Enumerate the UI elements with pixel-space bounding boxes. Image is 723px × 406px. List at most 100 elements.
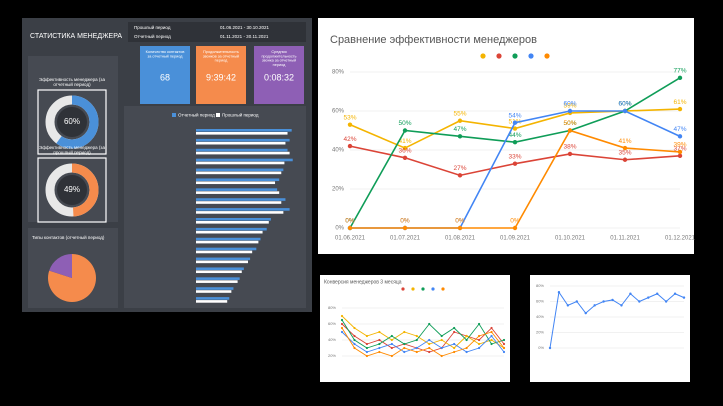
kpi-value: 9:39:42 [206,72,236,82]
legend-dot [431,287,435,291]
point [557,291,561,294]
legend-dot [528,53,534,59]
data-label: 50% [398,120,411,127]
data-label: 36% [398,148,411,155]
small-chart-panel [530,275,690,382]
point [428,322,431,326]
bar [196,218,271,221]
chart-title: Конверсия менеджеров 3 месяца [324,279,402,285]
point [457,225,463,231]
data-label: 60% [618,101,631,108]
legend-dot [421,287,425,291]
data-label: 60% [618,101,631,108]
point [440,346,443,350]
y-tick-label: 0% [538,345,544,350]
y-tick-label: 0% [335,226,344,232]
point [677,75,683,81]
point [477,346,481,350]
point [677,106,683,112]
point [365,334,369,338]
point [512,140,518,145]
y-tick-label: 80% [332,70,345,76]
y-tick-label: 20% [332,187,345,193]
point [340,322,344,326]
point [465,334,468,338]
pie-slice [49,254,72,278]
point [453,326,456,330]
bar [196,247,257,251]
point [365,354,369,358]
bar [196,221,269,224]
point [490,326,493,330]
data-label: 55% [453,110,466,117]
donut-frame [37,89,107,155]
point [465,346,468,350]
kpi-label: Продолжительность звонков за отчетный пери… [203,50,239,63]
point [378,346,381,350]
kpi-label: Средняя продолжительность звонка за отчетн… [261,50,296,67]
bar [196,300,228,303]
point [622,145,628,151]
line [549,290,685,349]
x-tick-label: 01.11.2021 [610,236,640,242]
point [390,342,393,346]
legend-dot [401,287,405,291]
point [567,128,573,133]
bar [196,211,284,214]
point [593,304,596,307]
bar [196,171,282,175]
point [677,134,683,139]
point [453,342,456,346]
point [677,149,683,155]
bar [196,237,261,241]
point [567,108,573,114]
point [378,342,381,346]
legend-dot [496,53,502,59]
point [402,128,408,133]
bar [196,138,290,142]
point [490,342,493,346]
data-label: 60% [563,101,576,108]
bar [196,168,284,172]
period-dates: 01.11.2021 - 30.11.2021 [220,34,269,39]
bar [196,240,259,244]
data-label: 0% [345,218,355,225]
point [378,338,381,342]
point [365,342,369,346]
point [415,338,418,342]
point [490,338,493,342]
line [341,319,505,349]
data-label: 0% [510,218,520,225]
bar [196,277,240,280]
data-label: 35% [618,149,631,156]
point [347,225,353,231]
x-tick-label: 01.08.2021 [445,236,476,242]
bar [196,208,290,211]
data-label: 41% [618,138,631,145]
bar [196,290,232,293]
data-label: 38% [563,144,576,151]
legend-swatch [172,113,176,117]
kpi-card [196,46,246,104]
point [566,304,570,307]
point [457,134,463,139]
pie-title: Типы контактов (отчетный период) [32,234,105,240]
point [477,342,481,346]
data-label: 50% [563,120,576,127]
point [353,346,356,350]
point [415,346,418,350]
point [490,330,493,334]
data-label: 47% [673,126,686,133]
data-label: 0% [345,218,355,225]
point [415,334,418,338]
kpi-value: 68 [160,72,170,82]
point [602,300,605,303]
kpi-label: Количество контактов за отчетный период [146,50,185,58]
point [440,354,443,358]
bar [196,181,276,185]
point [365,346,369,350]
period-label: Отчетный период [134,33,171,39]
period-dates: 01.06.2021 - 30.10.2021 [220,25,270,30]
y-tick-label: 60% [332,109,345,115]
